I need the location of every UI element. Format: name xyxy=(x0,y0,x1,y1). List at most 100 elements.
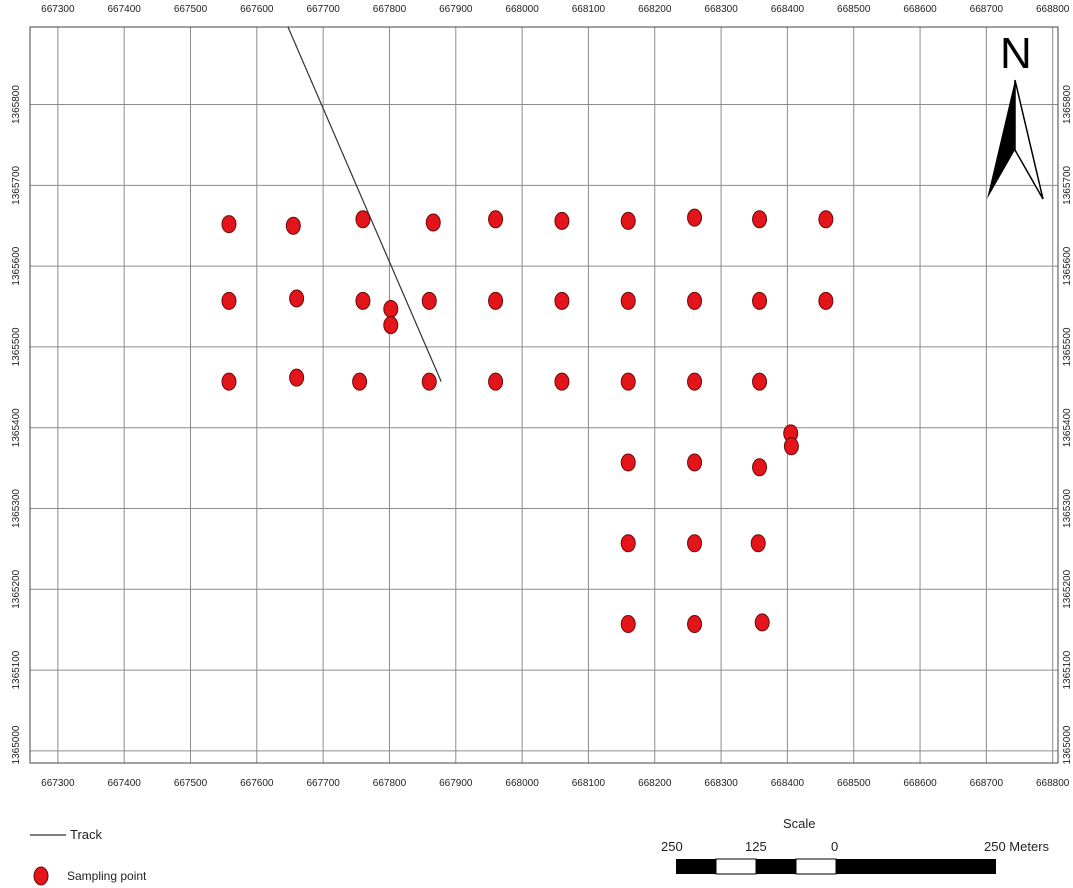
scale-segment-5 xyxy=(836,859,996,874)
y-tick-label: 1365200 xyxy=(11,569,22,608)
sampling-point xyxy=(221,372,237,391)
y-tick-label: 1365100 xyxy=(1062,650,1073,689)
x-tick-label: 667600 xyxy=(240,4,274,15)
x-tick-label: 668100 xyxy=(572,4,606,15)
x-tick-label: 667500 xyxy=(174,4,208,15)
sampling-point xyxy=(383,299,399,318)
legend-track-label: Track xyxy=(70,827,103,842)
sampling-point xyxy=(554,211,570,230)
track-line xyxy=(287,26,442,382)
x-tick-label: 667800 xyxy=(373,4,407,15)
sampling-point xyxy=(687,453,703,472)
sampling-point xyxy=(620,534,636,553)
sampling-point xyxy=(687,534,703,553)
sampling-point xyxy=(554,372,570,391)
x-tick-label: 667700 xyxy=(306,778,340,789)
scale-segment-2 xyxy=(715,858,757,875)
x-tick-label: 667500 xyxy=(174,778,208,789)
sampling-point xyxy=(383,316,399,335)
sampling-point xyxy=(818,291,834,310)
sampling-point xyxy=(620,615,636,634)
y-tick-label: 1365400 xyxy=(11,408,22,447)
scale-label-250-meters: 250 Meters xyxy=(984,839,1050,854)
sampling-point xyxy=(687,208,703,227)
sampling-point xyxy=(687,615,703,634)
x-tick-label: 668800 xyxy=(1036,778,1070,789)
x-tick-label: 667600 xyxy=(240,778,274,789)
sampling-point xyxy=(285,216,301,235)
y-tick-label: 1365700 xyxy=(11,165,22,204)
sampling-point xyxy=(620,211,636,230)
x-tick-label: 667400 xyxy=(107,4,141,15)
sampling-point xyxy=(687,291,703,310)
sampling-point xyxy=(752,458,768,477)
sampling-point xyxy=(355,210,371,229)
y-tick-label: 1365000 xyxy=(11,725,22,764)
sampling-point xyxy=(488,372,504,391)
x-tick-label: 667900 xyxy=(439,778,473,789)
x-tick-label: 668700 xyxy=(970,4,1004,15)
sampling-point xyxy=(620,453,636,472)
x-tick-label: 667300 xyxy=(41,4,75,15)
sampling-points-layer xyxy=(221,208,834,634)
y-tick-label: 1365000 xyxy=(1062,725,1073,764)
y-axis-right-ticks: 1365000 1365100 1365200 1365300 1365400 13655… xyxy=(1062,85,1073,765)
track-layer xyxy=(287,26,442,382)
sampling-point xyxy=(620,291,636,310)
scale-segment-3 xyxy=(756,859,796,874)
sampling-point xyxy=(818,210,834,229)
legend-sampling-point-label: Sampling point xyxy=(67,869,147,883)
x-tick-label: 668300 xyxy=(704,4,738,15)
scale-segment-1 xyxy=(676,859,716,874)
sampling-point xyxy=(289,368,305,387)
x-tick-label: 668400 xyxy=(771,778,805,789)
north-arrow: N xyxy=(987,29,1044,200)
x-tick-label: 668500 xyxy=(837,778,871,789)
legend: Track Sampling point xyxy=(30,827,147,886)
sampling-point xyxy=(221,291,237,310)
scale-bar: Scale 250 125 0 250 Meters xyxy=(661,816,1050,875)
y-tick-label: 1365300 xyxy=(11,489,22,528)
y-tick-label: 1365800 xyxy=(11,85,22,124)
sampling-point xyxy=(750,534,766,553)
x-tick-label: 668100 xyxy=(572,778,606,789)
sampling-point xyxy=(352,372,368,391)
sampling-point xyxy=(687,372,703,391)
y-tick-label: 1365500 xyxy=(1062,327,1073,366)
north-arrow-right-half xyxy=(1014,79,1044,200)
x-tick-label: 668000 xyxy=(505,4,539,15)
x-tick-label: 667300 xyxy=(41,778,75,789)
sampling-point xyxy=(488,291,504,310)
x-tick-label: 668800 xyxy=(1036,4,1070,15)
north-arrow-left-half xyxy=(987,80,1015,199)
x-tick-label: 668400 xyxy=(771,4,805,15)
scale-label-250-left: 250 xyxy=(661,839,683,854)
y-tick-label: 1365800 xyxy=(1062,85,1073,124)
scale-title: Scale xyxy=(783,816,816,831)
y-tick-label: 1365300 xyxy=(1062,489,1073,528)
x-tick-label: 667700 xyxy=(306,4,340,15)
scale-label-125: 125 xyxy=(745,839,767,854)
scale-label-0: 0 xyxy=(831,839,838,854)
x-tick-label: 667400 xyxy=(107,778,141,789)
x-tick-label: 668200 xyxy=(638,778,672,789)
y-tick-label: 1365400 xyxy=(1062,408,1073,447)
x-tick-label: 667800 xyxy=(373,778,407,789)
sampling-point xyxy=(783,437,799,456)
x-tick-label: 668600 xyxy=(903,4,937,15)
sampling-point xyxy=(620,372,636,391)
sampling-point xyxy=(289,289,305,308)
x-tick-label: 668000 xyxy=(505,778,539,789)
x-tick-label: 667900 xyxy=(439,4,473,15)
x-tick-label: 668300 xyxy=(704,778,738,789)
y-tick-label: 1365600 xyxy=(11,246,22,285)
x-axis-bottom-ticks: 667300 667400 667500 667600 667700 667800 6679… xyxy=(41,778,1070,789)
sampling-point xyxy=(355,291,371,310)
sampling-point xyxy=(554,291,570,310)
sampling-point xyxy=(752,372,768,391)
y-axis-left-ticks: 1365000 1365100 1365200 1365300 1365400 13655… xyxy=(11,85,22,765)
legend-sampling-point-symbol xyxy=(33,866,49,886)
x-tick-label: 668600 xyxy=(903,778,937,789)
x-tick-label: 668200 xyxy=(638,4,672,15)
